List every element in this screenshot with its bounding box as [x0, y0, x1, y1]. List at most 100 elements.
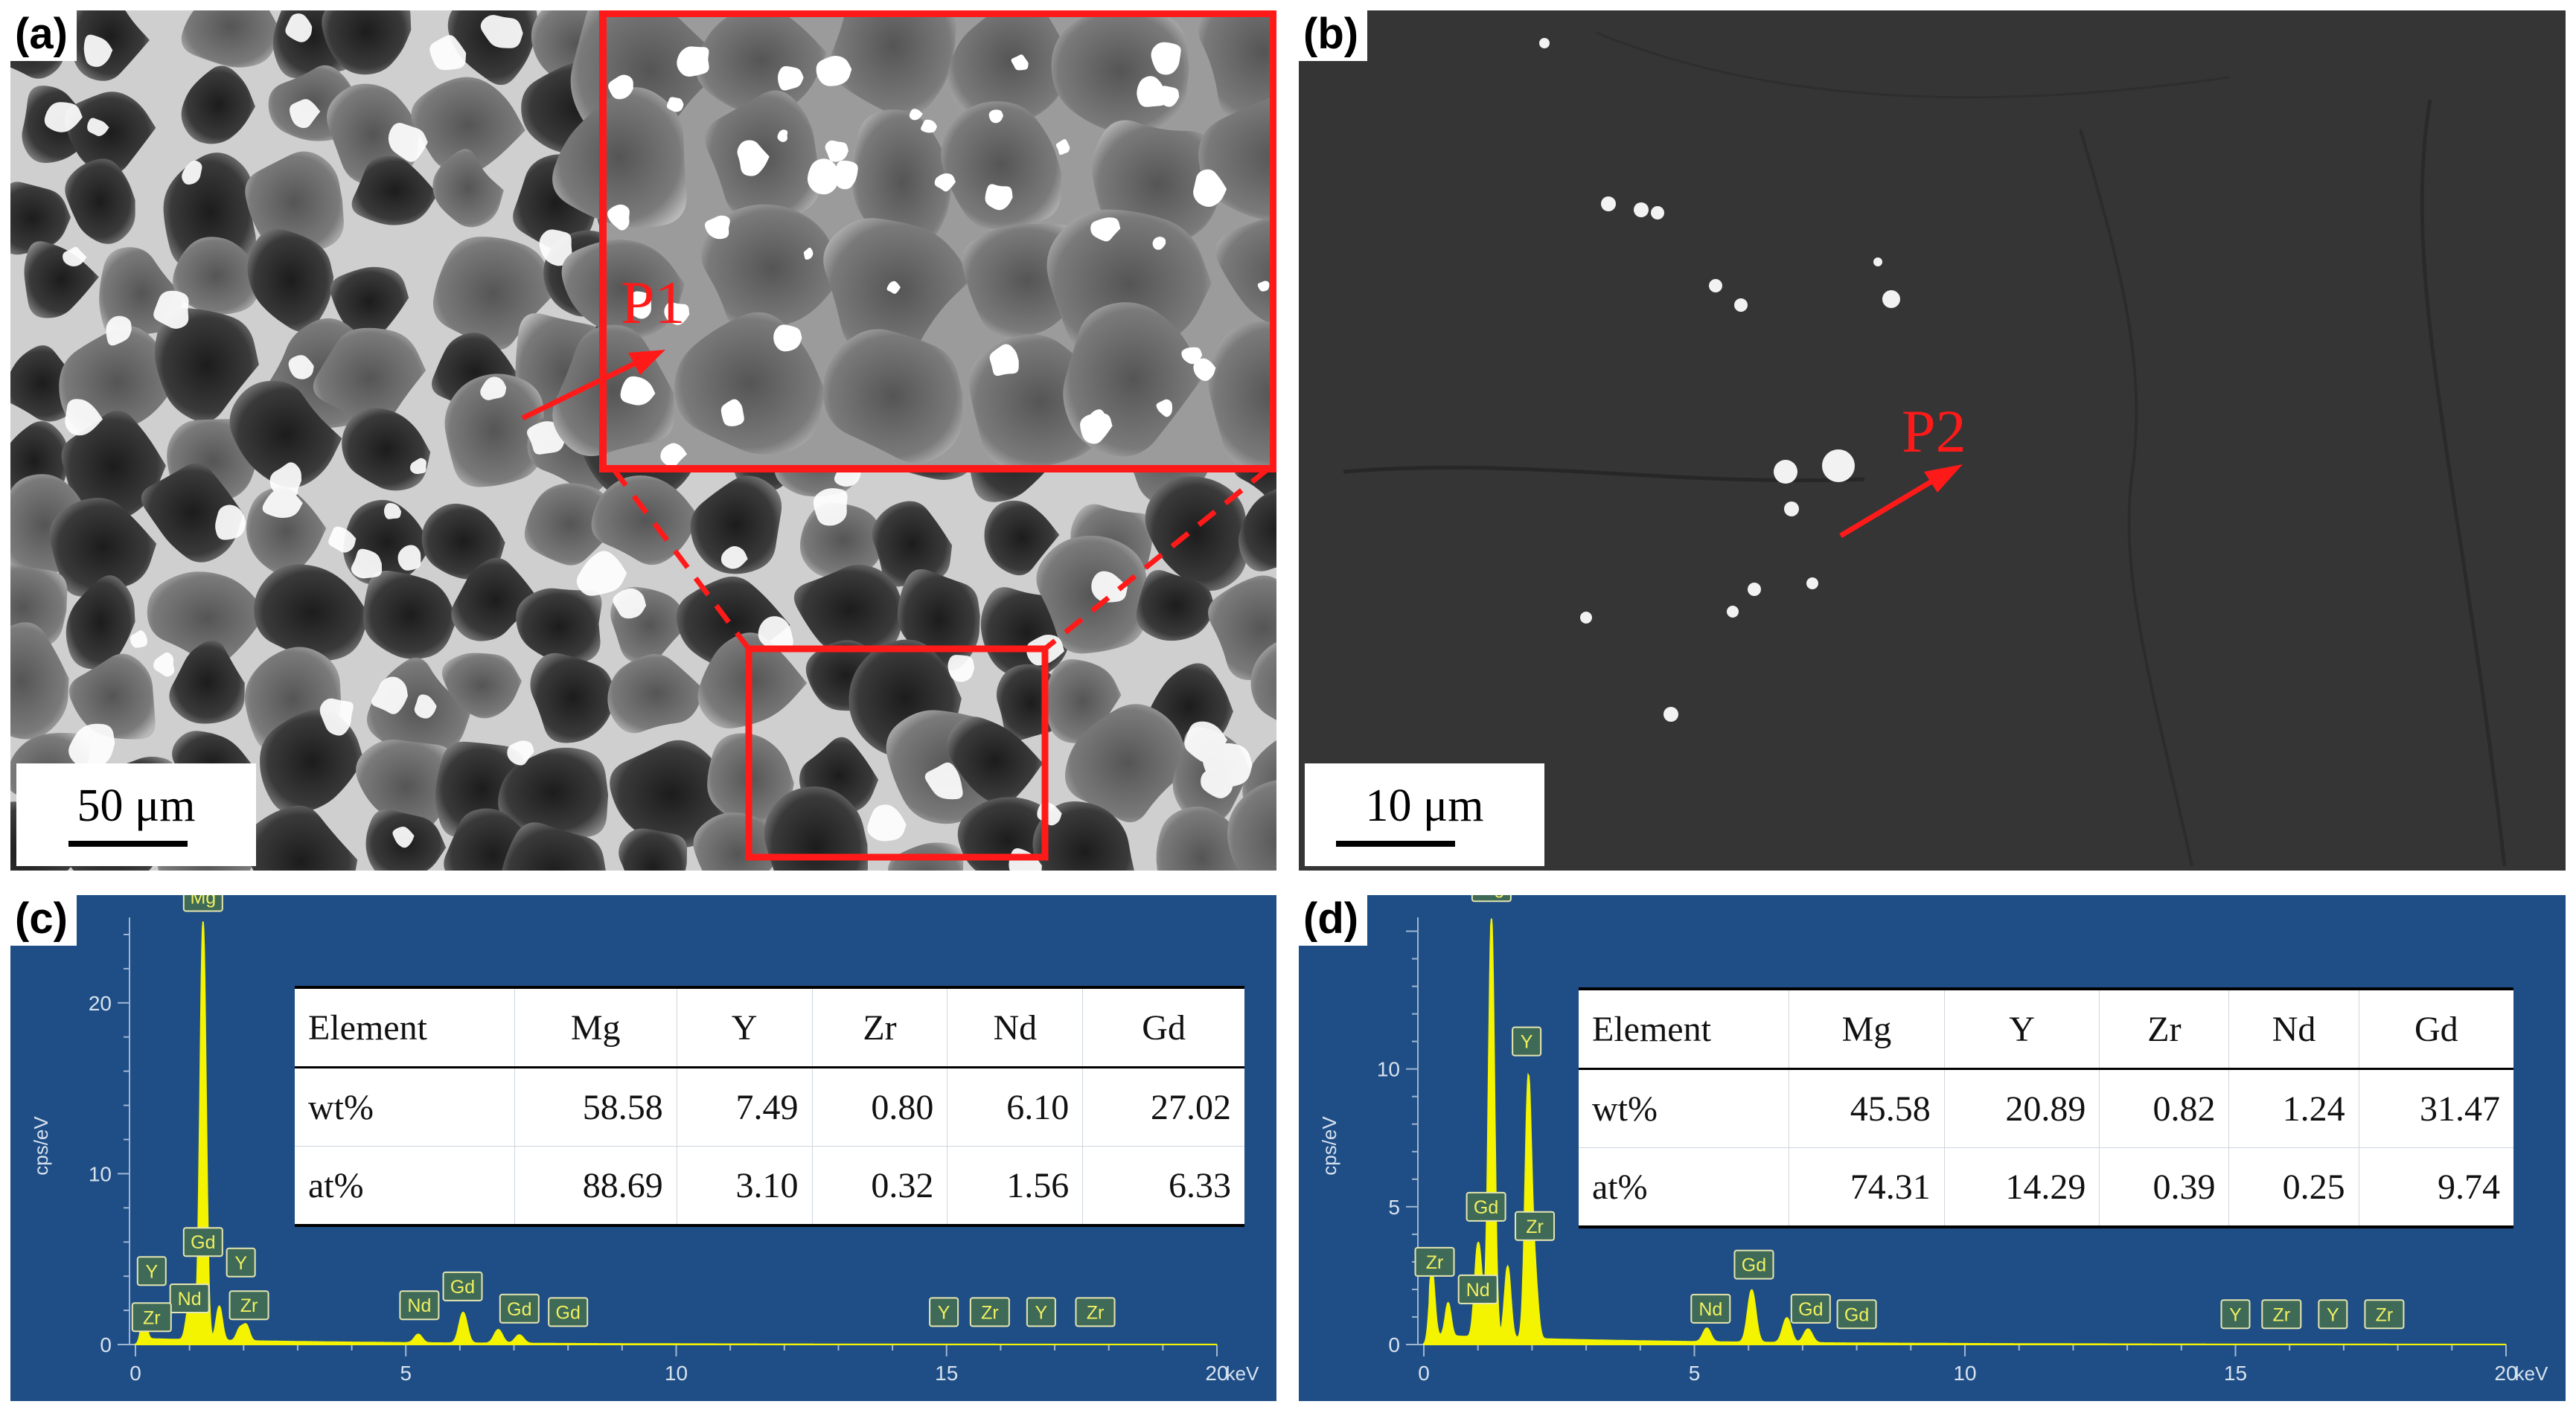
table-header-zr: Zr	[811, 986, 947, 1068]
y-tick-label: 5	[1388, 1196, 1400, 1219]
table-header-mg: Mg	[514, 986, 677, 1068]
x-tick-label: 5	[400, 1362, 412, 1385]
peak-label-tag: Y	[2318, 1299, 2348, 1330]
peak-label-text: Zr	[240, 1295, 258, 1316]
peak-label-tag: Y	[929, 1297, 959, 1327]
peak-label-tag: Nd	[399, 1290, 440, 1321]
peak-label-tag: Nd	[169, 1284, 210, 1314]
table-row-label-wt: wt%	[1579, 1068, 1789, 1148]
x-axis-label: keV	[2515, 1362, 2548, 1385]
peak-label-text: Y	[1035, 1302, 1048, 1323]
peak-label-tag: Gd	[1733, 1249, 1774, 1280]
peak-label-text: Gd	[1844, 1304, 1869, 1325]
table-row-label-wt: wt%	[295, 1067, 515, 1147]
peak-label-tag: Zr	[2261, 1299, 2302, 1330]
peak-label-text: Nd	[1466, 1280, 1490, 1301]
y-tick-label: 0	[100, 1333, 112, 1356]
peak-label-text: Zr	[1087, 1302, 1105, 1323]
x-tick-label: 10	[1953, 1362, 1976, 1385]
peak-label-tag: Gd	[548, 1297, 589, 1327]
panel-label-c: (c)	[10, 895, 77, 946]
peak-label-text: Zr	[2272, 1304, 2290, 1325]
scale-box-b: 10 μm	[1305, 763, 1544, 866]
panel-label-d: (d)	[1299, 895, 1368, 946]
eds-table-d: Element Mg Y Zr Nd Gd wt% 45.58 20.89 0.…	[1579, 987, 2513, 1228]
sem-panel-b: (b) P2 10 μm	[1299, 10, 2566, 871]
peak-label-tag: Nd	[1690, 1293, 1731, 1324]
x-tick-label: 0	[1418, 1362, 1430, 1385]
y-axis-label: cps/eV	[30, 1116, 52, 1176]
table-cell: 0.82	[2099, 1068, 2229, 1148]
table-cell: 20.89	[1943, 1068, 2100, 1148]
peak-label-tag: Zr	[1075, 1297, 1116, 1327]
table-cell: 45.58	[1789, 1068, 1945, 1148]
eds-table-c: Element Mg Y Zr Nd Gd wt% 58.58 7.49 0.8…	[295, 986, 1244, 1227]
peak-label-text: Gd	[450, 1277, 475, 1298]
table-cell: 7.49	[676, 1067, 813, 1147]
table-header-element: Element	[1579, 987, 1789, 1070]
table-header-nd: Nd	[947, 986, 1083, 1068]
eds-panel-c: 0 5 10 15 20 0 10 20 keV cps/eV Mg Gd Y Nd Zr Y Zr Nd Gd Gd…	[10, 895, 1276, 1401]
peak-label-text: Zr	[1426, 1252, 1444, 1273]
spectrum-area	[1423, 918, 2507, 1345]
peak-label-text: Y	[145, 1261, 158, 1282]
peak-label-text: Zr	[2376, 1304, 2394, 1325]
table-row-label-at: at%	[295, 1146, 515, 1227]
table-cell: 0.32	[811, 1146, 947, 1227]
table-header-mg: Mg	[1789, 987, 1945, 1070]
peak-label-text: Gd	[507, 1299, 531, 1320]
scale-bar-b	[1336, 841, 1455, 847]
table-cell: 31.47	[2358, 1068, 2513, 1148]
scale-label-a: 50 μm	[77, 781, 196, 831]
panel-label-b: (b)	[1299, 10, 1368, 61]
peak-label-tag: Zr	[969, 1297, 1010, 1327]
table-header-gd: Gd	[2358, 987, 2513, 1070]
table-cell: 88.69	[514, 1146, 677, 1227]
table-cell: 14.29	[1943, 1147, 2100, 1228]
peak-label-text: Nd	[407, 1295, 431, 1316]
x-tick-label: 5	[1689, 1362, 1701, 1385]
peak-label-text: Gd	[1474, 1197, 1498, 1218]
peak-label-tag: Gd	[442, 1271, 483, 1301]
y-axis-label: cps/eV	[1318, 1116, 1340, 1176]
table-cell: 1.56	[947, 1146, 1083, 1227]
table-cell: 0.80	[811, 1067, 947, 1147]
table-cell: 0.39	[2099, 1147, 2229, 1228]
peak-label-text: Mg	[190, 895, 216, 908]
spectrum-area	[135, 921, 1218, 1345]
eds-panel-d: 051015200510keVcps/eVMgYGdZrZrNdNdGdGdGd…	[1299, 895, 2566, 1401]
table-cell: 1.24	[2228, 1068, 2359, 1148]
peak-label-text: Gd	[556, 1302, 581, 1323]
peak-label-text: Gd	[1742, 1255, 1766, 1276]
peak-label-tag: Y	[2220, 1299, 2251, 1330]
peak-label-tag: Y	[1026, 1297, 1056, 1327]
peak-label-text: Gd	[1798, 1299, 1823, 1320]
x-axis-label: keV	[1226, 1362, 1259, 1385]
peak-label-tag: Zr	[1515, 1211, 1556, 1241]
peak-label-tag: Gd	[1790, 1293, 1831, 1324]
y-tick-label: 0	[1388, 1333, 1400, 1356]
peak-label-text: Gd	[191, 1232, 215, 1253]
peak-label-tag: Y	[1512, 1026, 1542, 1057]
peak-label-text: Mg	[1479, 895, 1505, 898]
peak-label-tag: Zr	[2364, 1299, 2405, 1330]
sem-image-a	[10, 10, 1276, 871]
table-header-nd: Nd	[2228, 987, 2359, 1070]
table-cell: 27.02	[1082, 1067, 1244, 1147]
table-cell: 74.31	[1789, 1147, 1945, 1228]
x-tick-label: 0	[130, 1362, 141, 1385]
peak-label-text: Y	[2229, 1304, 2242, 1325]
peak-label-tag: Zr	[228, 1290, 269, 1321]
table-header-y: Y	[676, 986, 813, 1068]
peak-label-tag: Mg	[182, 895, 223, 912]
scale-label-b: 10 μm	[1365, 781, 1484, 831]
peak-label-tag: Gd	[499, 1293, 540, 1324]
table-header-element: Element	[295, 986, 515, 1068]
table-header-y: Y	[1943, 987, 2100, 1070]
table-cell: 6.10	[947, 1067, 1083, 1147]
peak-label-text: Y	[234, 1253, 247, 1274]
peak-label-tag: Gd	[1836, 1299, 1877, 1330]
peak-label-text: Zr	[981, 1302, 999, 1323]
x-tick-label: 15	[935, 1362, 958, 1385]
peak-label-text: Nd	[1698, 1299, 1722, 1320]
